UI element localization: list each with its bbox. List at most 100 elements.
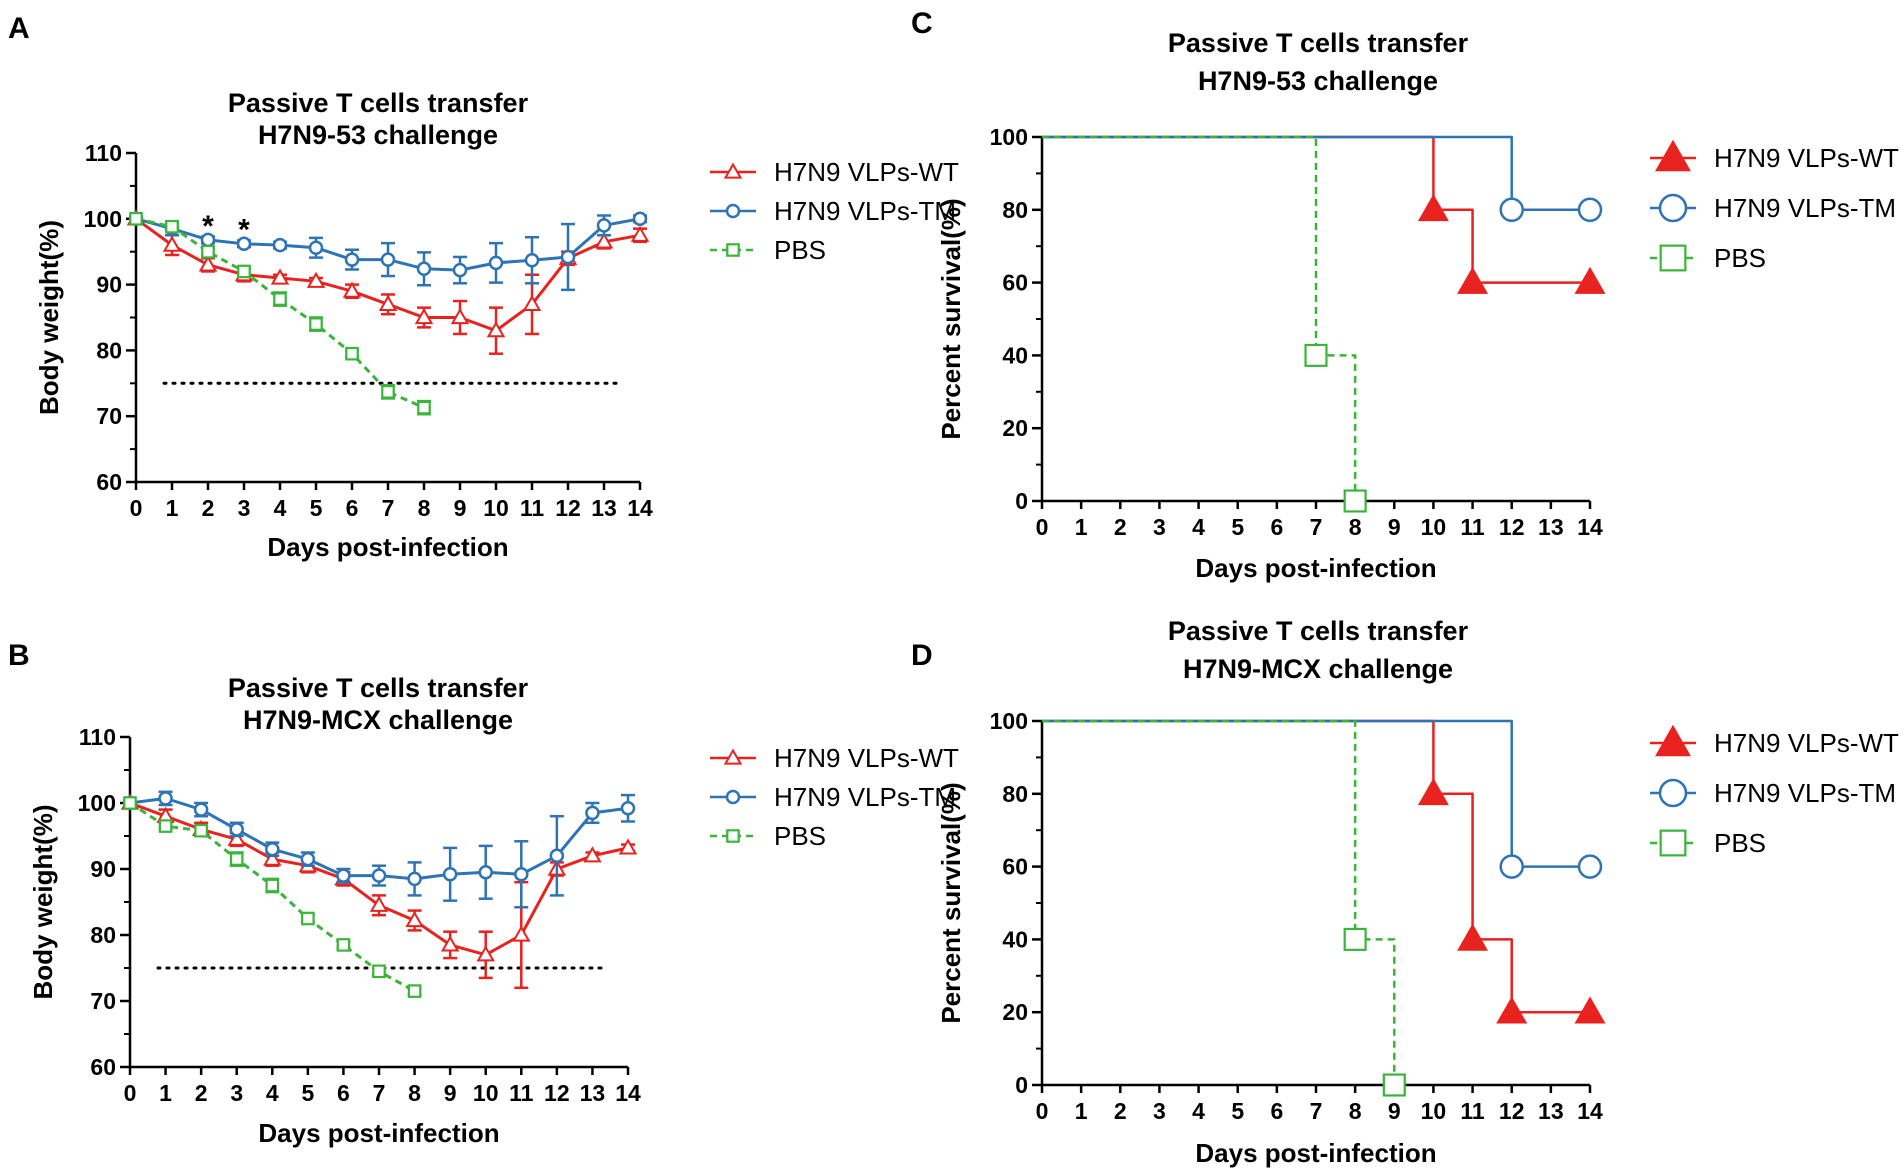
x-tick-label: 7 [1310, 1098, 1323, 1124]
x-tick-label: 5 [301, 1080, 314, 1106]
data-point [237, 264, 251, 279]
x-tick-label: 0 [130, 495, 143, 521]
x-tick-label: 4 [274, 495, 287, 521]
x-tick-label: 6 [346, 495, 359, 521]
data-point [594, 232, 614, 249]
series-pbs [123, 796, 422, 998]
y-tick-label: 100 [84, 206, 122, 232]
legend-marker [1659, 829, 1687, 857]
x-tick-label: 4 [1192, 514, 1205, 540]
legend: H7N9 VLPs-WT H7N9 VLPs-TM PBS [710, 157, 959, 265]
data-point [1577, 854, 1603, 879]
data-point [369, 895, 389, 912]
x-tick-label: 2 [195, 1080, 208, 1106]
x-tick-label: 2 [1114, 514, 1127, 540]
y-tick-label: 40 [1002, 342, 1028, 368]
x-tick-label: 10 [1421, 514, 1447, 540]
x-axis-label: Days post-infection [1195, 553, 1436, 583]
x-tick-label: 6 [1270, 514, 1283, 540]
y-tick-label: 80 [1002, 197, 1028, 223]
x-tick-label: 13 [1538, 1098, 1564, 1124]
legend: H7N9 VLPs-WT H7N9 VLPs-TM PBS [710, 743, 959, 851]
data-point [585, 805, 600, 821]
x-tick-label: 14 [1577, 514, 1603, 540]
data-point [407, 984, 422, 998]
data-point [1499, 854, 1524, 879]
x-tick-label: 4 [1192, 1098, 1205, 1124]
x-axis-label: Days post-infection [1195, 1138, 1436, 1168]
x-tick-label: 9 [1388, 514, 1401, 540]
data-point [227, 829, 246, 846]
legend-label: H7N9 VLPs-WT [1714, 728, 1899, 758]
data-point [630, 225, 650, 242]
y-tick-label: 0 [1015, 1072, 1028, 1098]
y-tick-label: 90 [96, 272, 122, 298]
data-point [344, 252, 360, 267]
data-point [1457, 266, 1489, 294]
x-axis-label: Days post-infection [258, 1118, 499, 1148]
x-tick-label: 6 [1270, 1098, 1283, 1124]
panel-letter: C [911, 7, 933, 40]
legend-marker [1658, 193, 1688, 223]
y-tick-label: 80 [1002, 781, 1028, 807]
x-tick-label: 3 [238, 495, 251, 521]
legend-marker [723, 748, 743, 765]
data-point [514, 867, 529, 882]
data-point [381, 385, 395, 399]
y-tick-label: 60 [1002, 270, 1028, 296]
data-point [560, 249, 576, 265]
data-point [301, 911, 315, 926]
data-point [342, 281, 362, 298]
data-point [522, 294, 542, 311]
x-tick-label: 0 [1036, 514, 1049, 540]
x-tick-label: 6 [337, 1080, 350, 1106]
legend-marker [1655, 139, 1691, 172]
series-line [135, 217, 425, 410]
panel-letter: D [911, 639, 933, 672]
y-tick-label: 20 [1002, 999, 1028, 1025]
data-point [407, 871, 422, 887]
chart-title: Passive T cells transfer [1168, 616, 1469, 646]
data-point [452, 262, 468, 278]
data-point [620, 801, 636, 816]
series-line [1042, 135, 1357, 501]
data-point [229, 822, 244, 837]
series-line [1042, 719, 1396, 1085]
data-point [632, 211, 648, 227]
x-tick-label: 3 [230, 1080, 243, 1106]
x-tick-label: 12 [555, 495, 581, 521]
y-axis-label: Body weight(%) [34, 220, 64, 415]
data-point [378, 294, 398, 311]
y-tick-label: 80 [96, 337, 122, 363]
x-tick-label: 2 [202, 495, 215, 521]
data-point [129, 212, 143, 226]
data-point [236, 236, 252, 252]
legend-label: H7N9 VLPs-WT [1714, 143, 1899, 173]
legend-label: H7N9 VLPs-WT [774, 157, 959, 187]
x-tick-label: 4 [266, 1080, 279, 1106]
data-point [345, 346, 359, 361]
data-point [165, 219, 179, 234]
data-point [309, 317, 323, 331]
x-tick-label: 2 [1114, 1098, 1127, 1124]
x-tick-label: 11 [1460, 514, 1485, 540]
chart-title: Passive T cells transfer [1168, 28, 1469, 58]
legend-marker [726, 829, 740, 843]
y-tick-label: 100 [990, 708, 1028, 734]
data-point [198, 255, 218, 272]
y-tick-label: 90 [90, 856, 116, 882]
x-tick-label: 14 [1577, 1098, 1603, 1124]
x-tick-label: 8 [1349, 1098, 1362, 1124]
legend-marker [723, 162, 743, 179]
data-point [1496, 996, 1528, 1024]
data-point [306, 271, 326, 288]
data-point [194, 823, 208, 838]
x-tick-label: 11 [1460, 1098, 1485, 1124]
data-point [1417, 778, 1449, 806]
data-point [478, 865, 493, 880]
chart-title: H7N9-53 challenge [258, 120, 498, 150]
data-point [229, 852, 244, 866]
data-point [1343, 489, 1367, 513]
y-tick-label: 110 [85, 140, 122, 166]
